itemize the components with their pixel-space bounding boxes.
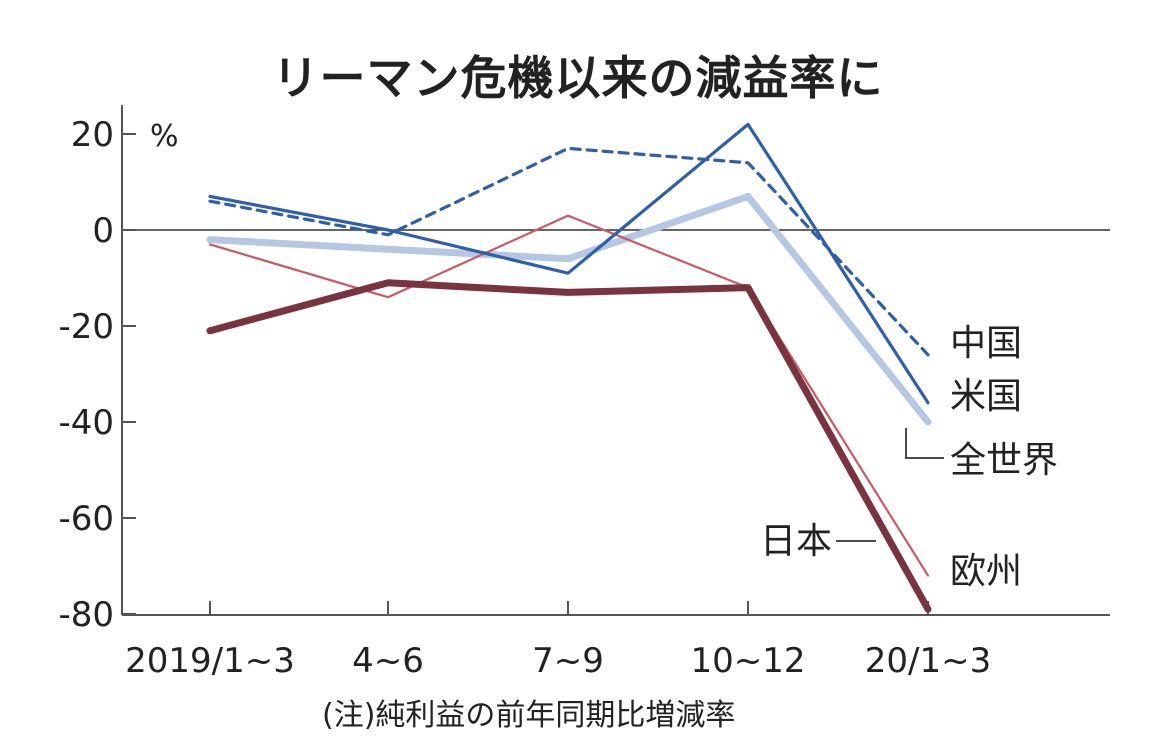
y-tick-label: -60 xyxy=(58,499,114,539)
y-tick-label: 20 xyxy=(71,115,114,155)
chart-note: (注)純利益の前年同期比増減率 xyxy=(322,698,736,733)
series-line-2 xyxy=(206,279,932,613)
series-label-2: 全世界 xyxy=(950,440,1058,481)
series-line-3 xyxy=(208,146,930,357)
y-tick-label: -20 xyxy=(58,307,114,347)
x-tick-label: 20/1~3 xyxy=(865,641,991,681)
x-tick-label: 7~9 xyxy=(532,641,604,681)
series-line-4 xyxy=(208,122,930,405)
x-tick-label: 10~12 xyxy=(690,641,805,681)
series-label-3: 日本 xyxy=(760,521,832,562)
series-label-1: 米国 xyxy=(950,376,1022,417)
y-tick-label: -40 xyxy=(58,403,114,443)
series-line-1 xyxy=(208,214,930,577)
series-label-0: 中国 xyxy=(950,323,1022,364)
chart-series-lines xyxy=(206,122,932,613)
leader-line-world xyxy=(905,428,944,459)
y-tick-label: 0 xyxy=(92,211,114,251)
series-label-4: 欧州 xyxy=(950,551,1022,592)
x-tick-label: 2019/1~3 xyxy=(125,641,295,681)
x-tick-label: 4~6 xyxy=(352,641,424,681)
series-line-0 xyxy=(206,192,932,426)
y-unit-label: % xyxy=(150,119,179,154)
chart-title: リーマン危機以来の減益率に xyxy=(272,51,884,105)
chart-axes: 20 0 -20 -40 -60 -80% 2019/1~3 4~6 7~9 10~12 20/1~… xyxy=(58,105,1110,681)
y-tick-label: -80 xyxy=(58,595,114,635)
